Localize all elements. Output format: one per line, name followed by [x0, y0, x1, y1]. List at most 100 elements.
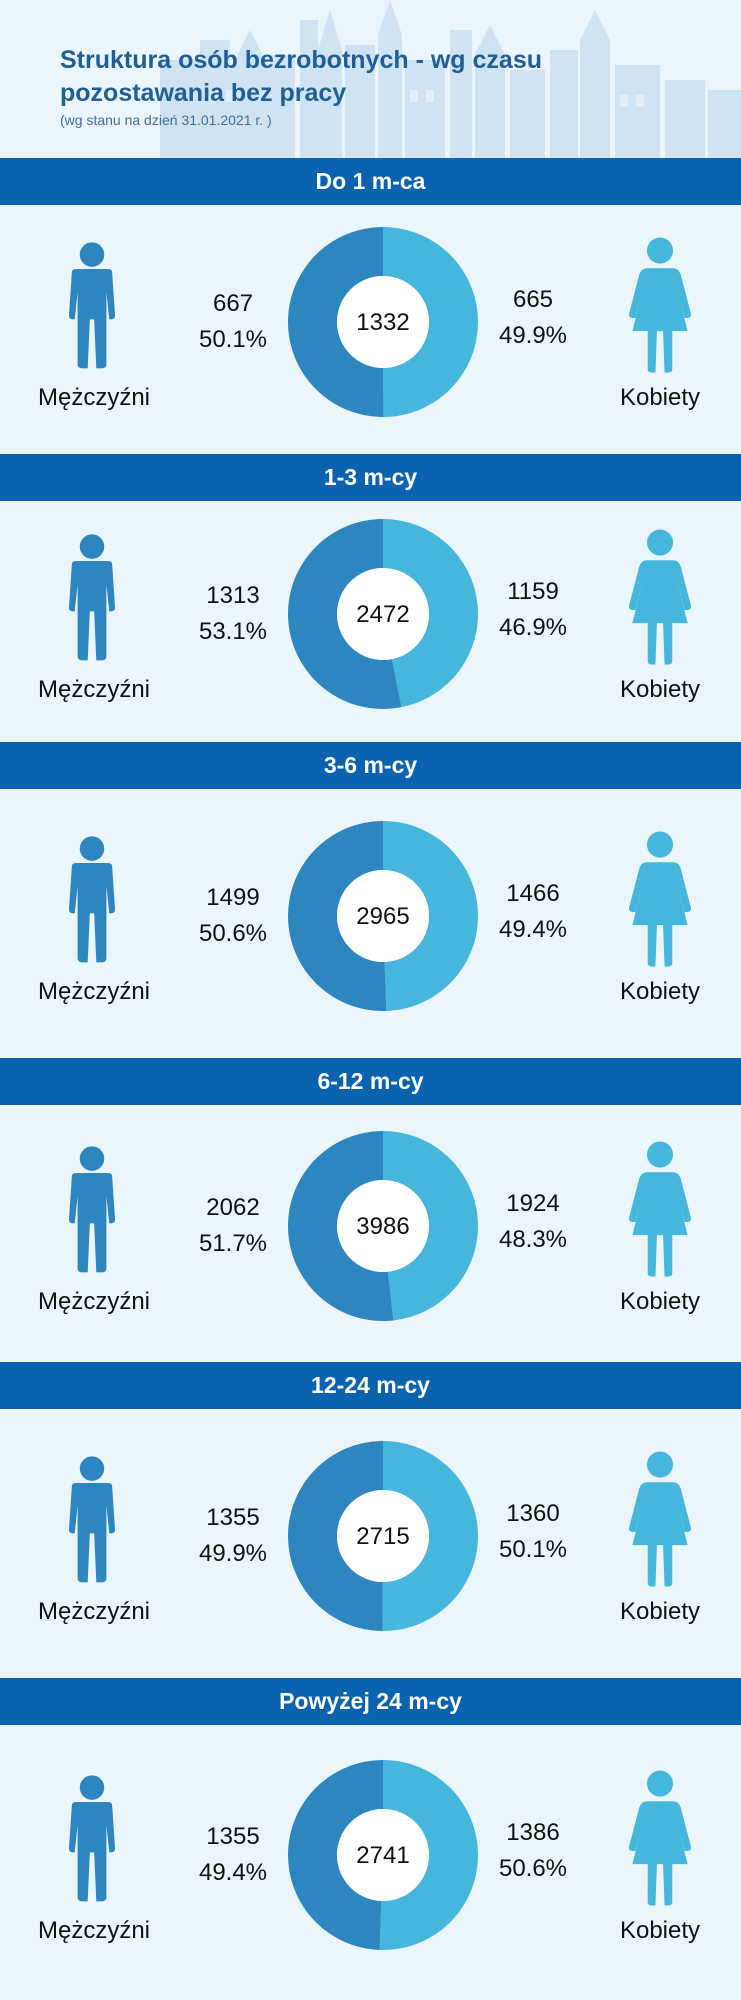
female-label: Kobiety [619, 383, 701, 411]
page-title: Struktura osób bezrobotnych - wg czasu p… [60, 46, 542, 107]
donut-chart: 2472 [288, 518, 478, 709]
female-stat: 1466 49.4% [478, 876, 588, 948]
male-icon [56, 834, 128, 969]
donut-chart: 3986 [288, 1130, 478, 1321]
female-slice [383, 518, 478, 707]
female-value: 1924 [506, 1189, 560, 1217]
male-value: 1355 [206, 1503, 260, 1531]
section-0: Do 1 m-ca Mężczyźni Kobiety 667 50.1% 665 49.… [0, 158, 741, 454]
male-slice [288, 1759, 383, 1950]
female-slice [379, 1759, 478, 1950]
female-label: Kobiety [619, 1916, 701, 1944]
donut-hole [337, 1489, 429, 1582]
header: Struktura osób bezrobotnych - wg czasu p… [0, 0, 741, 158]
donut-chart: 2715 [288, 1440, 478, 1631]
male-stat: 1355 49.9% [178, 1500, 288, 1572]
total-value: 1332 [356, 309, 409, 336]
female-stat: 1924 48.3% [478, 1186, 588, 1258]
female-icon [618, 1769, 702, 1912]
section-title: 1-3 m-cy [0, 454, 741, 501]
female-percent: 50.1% [498, 1535, 568, 1563]
section-title: 3-6 m-cy [0, 742, 741, 789]
male-value: 667 [212, 289, 254, 317]
section-1: 1-3 m-cy Mężczyźni Kobiety 1313 53.1% 1159 46… [0, 454, 741, 742]
male-percent: 53.1% [198, 617, 268, 645]
section-4: 12-24 m-cy Mężczyźni Kobiety 1355 49.9% 1360… [0, 1362, 741, 1678]
male-label: Mężczyźni [37, 1597, 151, 1625]
total-value: 2965 [356, 903, 409, 930]
male-icon [56, 1454, 128, 1589]
donut-chart: 2741 [288, 1759, 478, 1950]
male-stat: 2062 51.7% [178, 1190, 288, 1262]
donut-chart: 1332 [288, 226, 478, 417]
female-stat: 1386 50.6% [478, 1815, 588, 1887]
section-title: Do 1 m-ca [0, 158, 741, 205]
female-label: Kobiety [619, 977, 701, 1005]
female-slice [383, 1130, 478, 1320]
female-value: 1360 [506, 1499, 560, 1527]
section-title: Powyżej 24 m-cy [0, 1678, 741, 1725]
male-percent: 49.9% [198, 1539, 268, 1567]
male-icon [56, 1773, 128, 1908]
male-value: 1499 [206, 883, 260, 911]
donut-hole [337, 869, 429, 962]
female-slice [383, 820, 478, 1011]
female-percent: 49.9% [498, 321, 568, 349]
male-percent: 49.4% [198, 1858, 268, 1886]
female-percent: 49.4% [498, 915, 568, 943]
section-title: 6-12 m-cy [0, 1058, 741, 1105]
male-label: Mężczyźni [37, 675, 151, 703]
female-percent: 50.6% [498, 1854, 568, 1882]
male-label: Mężczyźni [37, 1916, 151, 1944]
donut-hole [337, 1179, 429, 1272]
donut-chart: 2965 [288, 820, 478, 1011]
female-label: Kobiety [619, 1287, 701, 1315]
female-value: 1159 [507, 577, 559, 605]
section-title: 12-24 m-cy [0, 1362, 741, 1409]
female-value: 665 [512, 285, 554, 313]
male-slice [288, 1440, 383, 1631]
total-value: 2472 [356, 601, 409, 628]
female-value: 1386 [506, 1818, 560, 1846]
female-stat: 665 49.9% [478, 282, 588, 354]
male-icon [56, 532, 128, 667]
section-5: Powyżej 24 m-cy Mężczyźni Kobiety 1355 49.4… [0, 1678, 741, 2000]
male-label: Mężczyźni [37, 383, 151, 411]
donut-hole [337, 275, 429, 368]
female-icon [618, 1140, 702, 1283]
male-slice [288, 820, 387, 1011]
female-slice [382, 1440, 478, 1631]
donut-hole [337, 567, 429, 660]
total-value: 3986 [356, 1213, 409, 1240]
male-percent: 50.1% [198, 325, 268, 353]
male-value: 1313 [206, 581, 260, 609]
male-slice [288, 1130, 394, 1321]
female-stat: 1159 46.9% [478, 574, 588, 646]
male-slice [288, 518, 402, 709]
section-2: 3-6 m-cy Mężczyźni Kobiety 1499 50.6% 1466 49… [0, 742, 741, 1058]
male-icon [56, 240, 128, 375]
male-icon [56, 1144, 128, 1279]
female-slice [383, 226, 478, 417]
male-stat: 667 50.1% [178, 286, 288, 358]
female-value: 1466 [506, 879, 560, 907]
total-value: 2715 [356, 1523, 409, 1550]
female-icon [618, 528, 702, 671]
female-icon [618, 236, 702, 379]
male-stat: 1499 50.6% [178, 880, 288, 952]
female-icon [618, 830, 702, 973]
female-label: Kobiety [619, 1597, 701, 1625]
female-label: Kobiety [619, 675, 701, 703]
female-stat: 1360 50.1% [478, 1496, 588, 1568]
male-stat: 1313 53.1% [178, 578, 288, 650]
page-subtitle: (wg stanu na dzień 31.01.2021 r. ) [60, 112, 272, 128]
male-value: 2062 [206, 1193, 260, 1221]
section-3: 6-12 m-cy Mężczyźni Kobiety 2062 51.7% 1924 4… [0, 1058, 741, 1362]
male-percent: 50.6% [198, 919, 268, 947]
male-slice [288, 226, 384, 417]
donut-hole [337, 1808, 429, 1901]
male-label: Mężczyźni [37, 1287, 151, 1315]
female-icon [618, 1450, 702, 1593]
male-stat: 1355 49.4% [178, 1819, 288, 1891]
total-value: 2741 [356, 1842, 409, 1869]
